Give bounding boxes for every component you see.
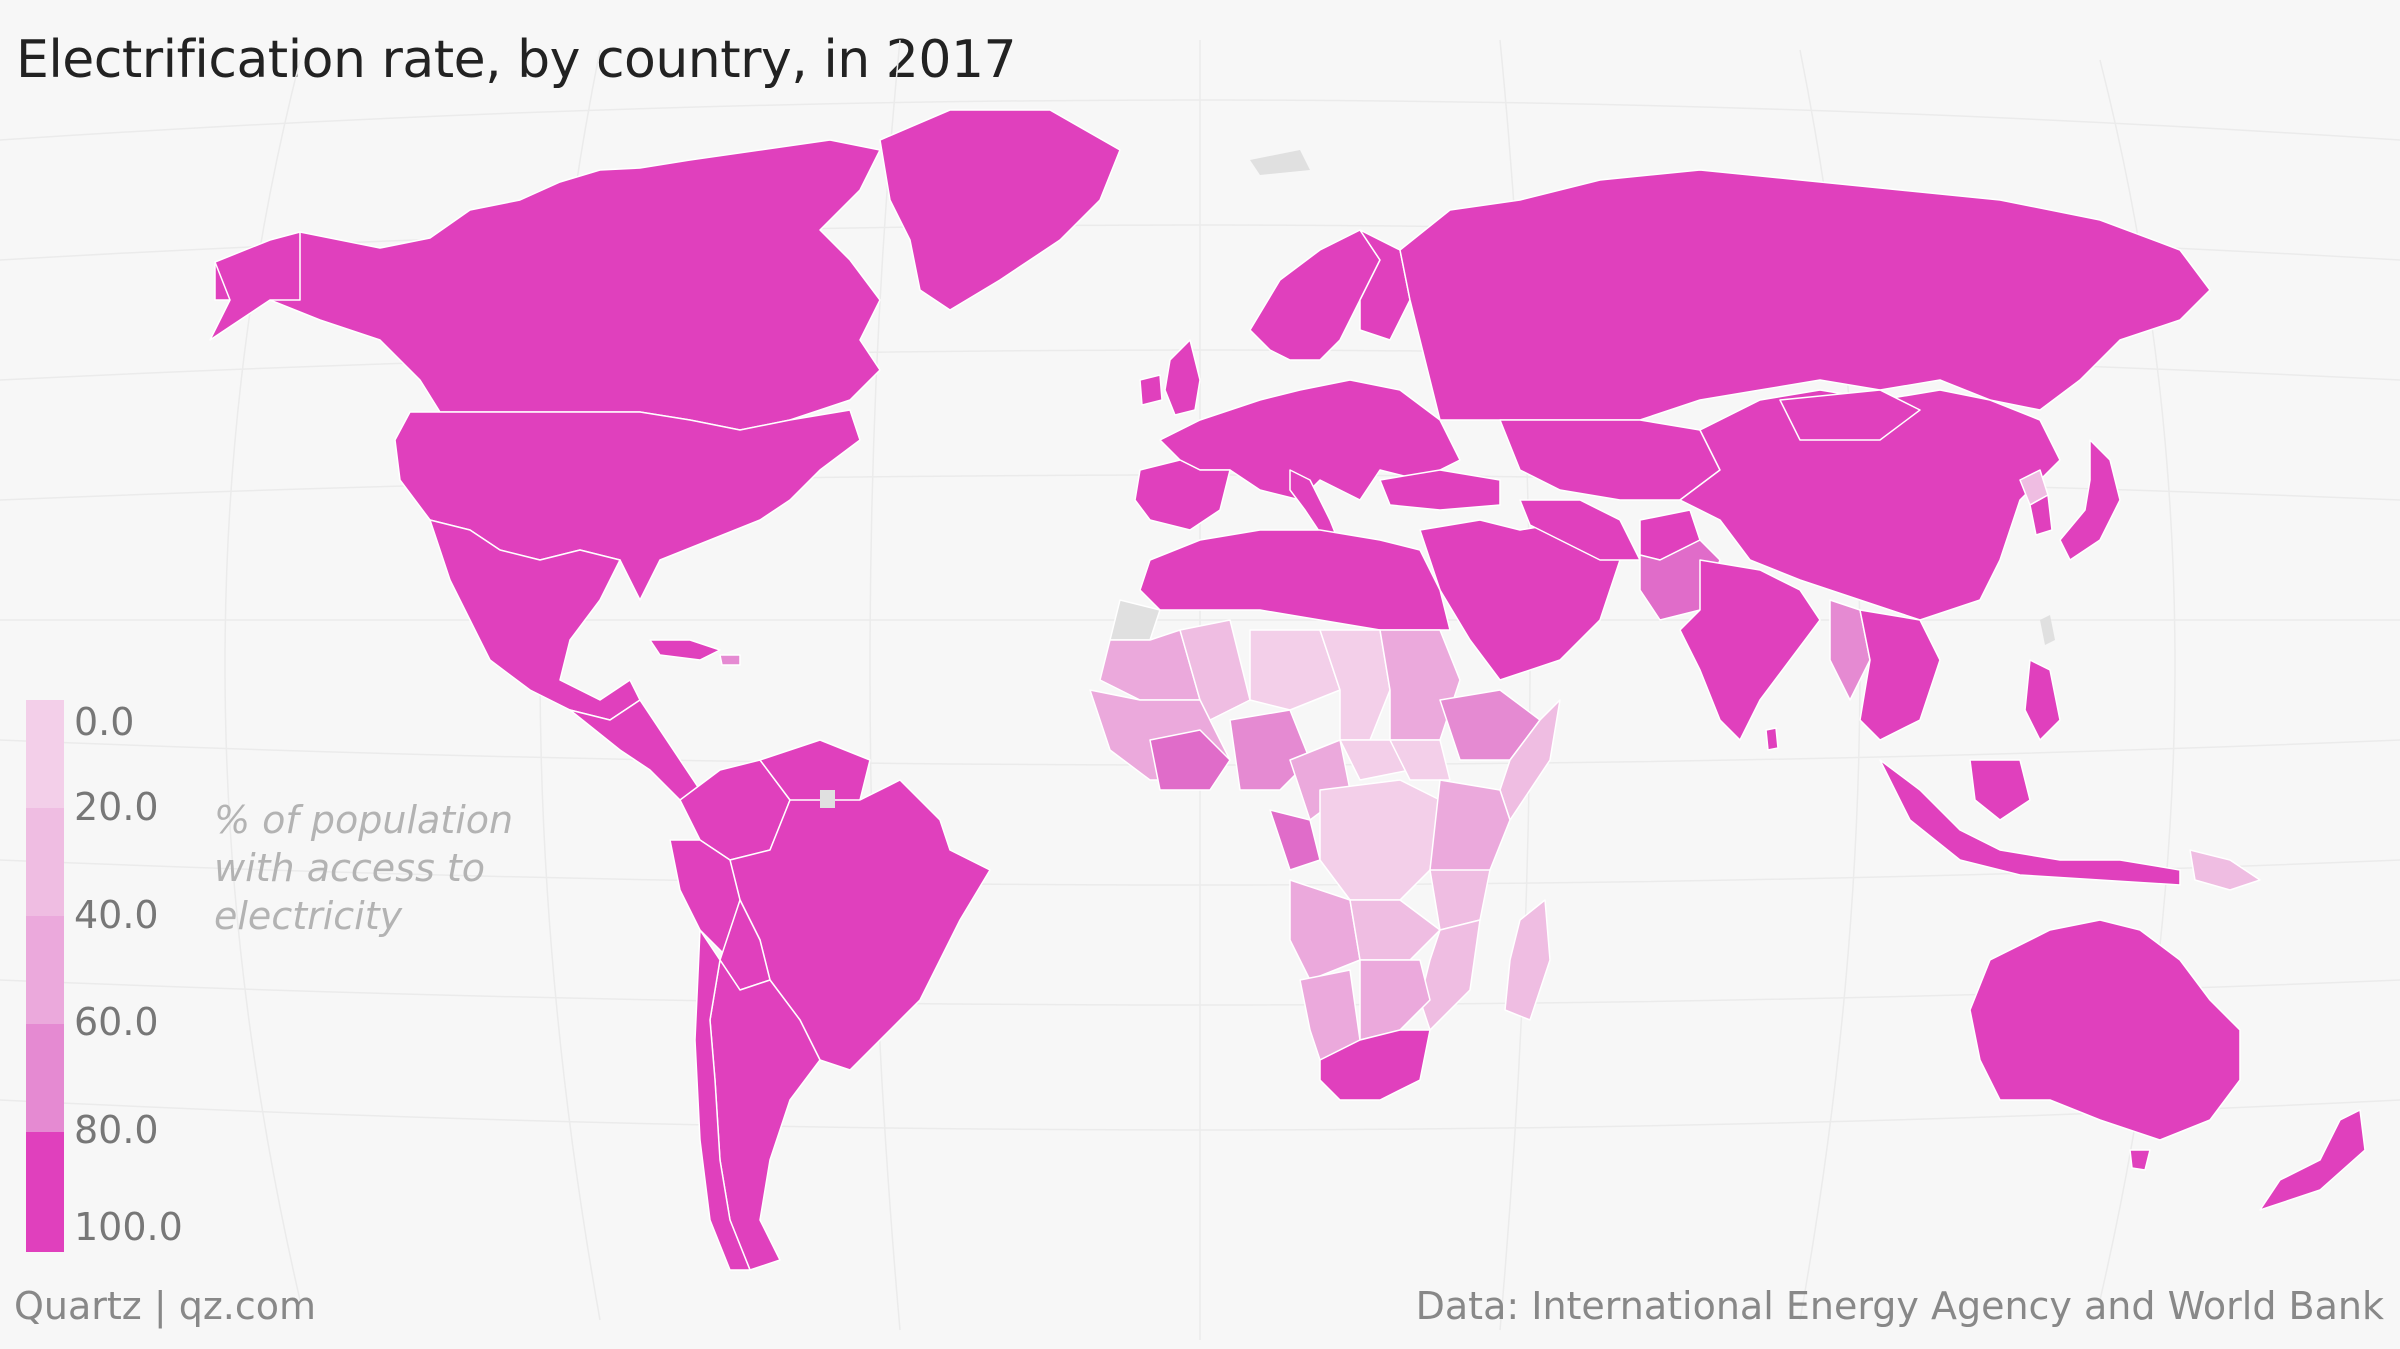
country-niger [1249, 629, 1341, 711]
country-middle-east [1419, 519, 1621, 681]
country-ghana-ivory-coast [1149, 729, 1231, 791]
country-kazakhstan [1499, 419, 1721, 501]
country-madagascar [1504, 899, 1551, 1021]
country-greenland [879, 109, 1121, 311]
country-chile [694, 929, 751, 1271]
legend-title: % of population with access to electrici… [214, 796, 574, 940]
country-uk [1164, 339, 1201, 416]
country-ireland [1139, 374, 1163, 406]
country-southeast-asia [1859, 609, 1941, 741]
country-russia [1399, 169, 2211, 421]
country-japan [2059, 439, 2121, 561]
country-drc [1319, 779, 1441, 901]
country-angola [1289, 879, 1361, 981]
country-cuba [649, 639, 721, 661]
legend-swatch-0 [26, 700, 64, 808]
country-alaska [209, 231, 301, 341]
country-mexico [429, 519, 641, 721]
brand-credit: Quartz | qz.com [14, 1284, 317, 1328]
country-mongolia [1779, 389, 1921, 441]
country-south-sudan [1389, 739, 1451, 781]
country-philippines [2024, 659, 2061, 741]
no-data-areas [820, 150, 2055, 808]
country-mali [1179, 619, 1251, 721]
country-iran [1519, 499, 1641, 561]
legend-tick-2: 40.0 [74, 893, 159, 937]
legend-tick-4: 80.0 [74, 1108, 159, 1152]
country-botswana-zimbabwe [1359, 959, 1431, 1041]
legend-title-line-1: % of population [214, 798, 514, 842]
country-north-africa [1139, 529, 1451, 631]
legend-tick-1: 20.0 [74, 785, 159, 829]
country-south-korea [2029, 494, 2053, 536]
country-turkey [1379, 469, 1501, 511]
country-sri-lanka [1765, 727, 1779, 751]
legend-swatch-4 [26, 1132, 64, 1252]
country-tanzania [1429, 869, 1491, 931]
country-indonesia [1879, 759, 2181, 886]
country-india [1679, 559, 1821, 741]
country-norway-sweden [1249, 229, 1381, 361]
country-myanmar [1829, 599, 1871, 701]
legend-title-line-3: electricity [214, 894, 403, 938]
legend-swatch-3 [26, 1024, 64, 1132]
country-east-africa [1429, 779, 1511, 881]
country-papua-new-guinea [2189, 849, 2261, 891]
country-australia [1969, 919, 2241, 1141]
legend-tick-3: 60.0 [74, 1000, 159, 1044]
country-western-sahara [1109, 599, 1161, 641]
country-new-zealand [2259, 1109, 2366, 1211]
country-zambia [1349, 899, 1441, 961]
data-source: Data: International Energy Agency and Wo… [1415, 1284, 2384, 1328]
legend-tick-5: 100.0 [74, 1205, 183, 1249]
country-haiti [719, 654, 741, 666]
legend-swatch-1 [26, 808, 64, 916]
legend-swatch-2 [26, 916, 64, 1024]
chart-title: Electrification rate, by country, in 201… [16, 30, 1017, 90]
legend-tick-0: 0.0 [74, 700, 135, 744]
country-tasmania [2129, 1149, 2151, 1171]
legend-title-line-2: with access to [214, 846, 485, 890]
country-borneo [1969, 759, 2031, 821]
country-central-america [569, 699, 701, 801]
country-south-africa [1319, 1029, 1431, 1101]
country-spain-portugal [1134, 459, 1231, 531]
country-canada [214, 139, 881, 431]
